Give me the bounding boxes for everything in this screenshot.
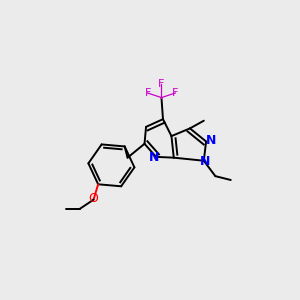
Text: N: N [149, 151, 160, 164]
Text: N: N [200, 155, 211, 168]
Text: F: F [158, 79, 165, 89]
Text: F: F [172, 88, 178, 98]
Text: F: F [144, 88, 151, 98]
Text: O: O [88, 192, 98, 206]
Text: N: N [206, 134, 217, 147]
